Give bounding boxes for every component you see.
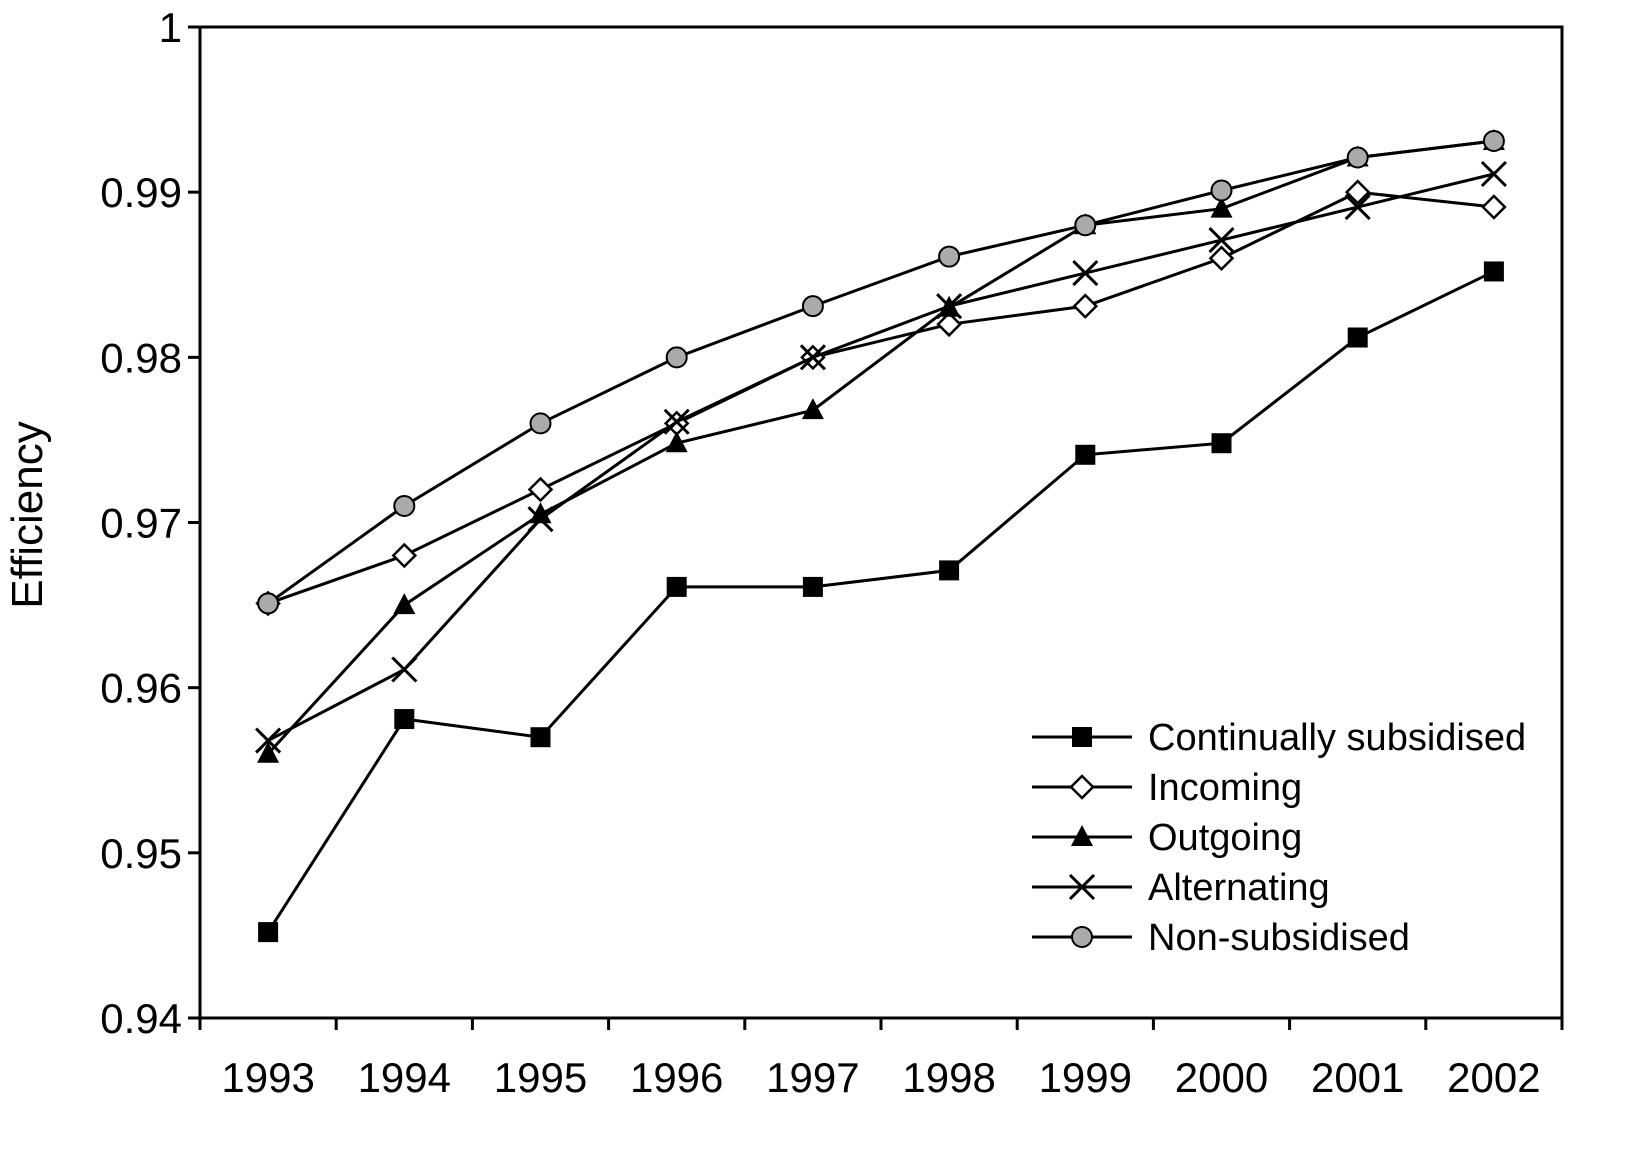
data-point-incoming [1344, 179, 1371, 205]
x-tick-label: 1994 [358, 1054, 451, 1101]
series-incoming [255, 179, 1507, 617]
legend-entry-continually-subsidised: Continually subsidised [1032, 717, 1526, 759]
series-alternating [255, 160, 1507, 754]
series-layer [255, 128, 1507, 943]
data-point-non-subsidised [665, 346, 688, 369]
legend-entry-non-subsidised: Non-subsidised [1032, 917, 1410, 959]
data-point-alternating [1208, 227, 1235, 254]
data-point-continually-subsidised [666, 576, 687, 597]
series-line-non-subsidised [267, 139, 1495, 605]
data-point-alternating [391, 656, 418, 683]
x-axis: 1993 1994 1995 1996 1997 1998 1999 2000 2001 2002 [198, 1018, 1564, 1101]
series-outgoing [257, 128, 1505, 763]
legend-marker-alternating [1068, 873, 1096, 901]
data-point-outgoing [1210, 196, 1233, 218]
series-continually-subsidised [258, 261, 1504, 943]
plot-frame [198, 25, 1564, 1020]
y-tick-label: 0.97 [100, 500, 182, 547]
data-point-incoming [1208, 245, 1235, 272]
y-tick-label: 0.94 [100, 995, 182, 1042]
data-point-non-subsidised [529, 412, 552, 435]
legend-marker-non-subsidised [1071, 926, 1093, 948]
data-point-alternating [1072, 260, 1099, 287]
data-point-alternating [1480, 160, 1507, 188]
data-point-outgoing [257, 741, 280, 763]
data-point-alternating [1344, 193, 1371, 221]
series-non-subsidised [257, 129, 1505, 615]
x-tick-label: 1999 [1039, 1054, 1132, 1101]
legend-marker-incoming [1069, 774, 1095, 800]
data-point-outgoing [801, 398, 824, 420]
x-tick-label: 1993 [221, 1054, 314, 1101]
data-point-outgoing [665, 431, 688, 453]
legend-marker-continually-subsidised [1072, 727, 1092, 747]
y-tick-label: 0.96 [100, 665, 182, 712]
data-point-continually-subsidised [258, 922, 279, 943]
data-point-non-subsidised [1482, 129, 1505, 152]
data-point-non-subsidised [1210, 179, 1233, 202]
series-line-continually-subsidised [266, 270, 1495, 933]
x-tick-label: 1997 [766, 1054, 859, 1101]
data-point-incoming [1072, 293, 1099, 319]
data-point-outgoing [529, 502, 552, 524]
legend-label: Continually subsidised [1148, 717, 1526, 759]
data-point-incoming [527, 476, 554, 503]
y-tick-label: 1 [159, 4, 182, 51]
y-tick-label: 0.95 [100, 830, 182, 877]
series-line-incoming [267, 190, 1495, 605]
data-point-alternating [663, 408, 690, 435]
legend: Continually subsidised Incoming Outgoing Al… [1032, 717, 1526, 959]
data-point-continually-subsidised [1075, 444, 1096, 465]
legend-entry-outgoing: Outgoing [1032, 817, 1302, 859]
legend-entry-incoming: Incoming [1032, 767, 1302, 809]
x-tick-label: 1996 [630, 1054, 723, 1101]
data-point-continually-subsidised [394, 709, 415, 730]
legend-label: Alternating [1148, 867, 1330, 909]
x-tick-label: 2000 [1175, 1054, 1268, 1101]
data-point-non-subsidised [1346, 146, 1369, 169]
data-point-continually-subsidised [939, 560, 960, 581]
data-point-alternating [255, 727, 282, 754]
data-point-non-subsidised [393, 494, 416, 517]
x-tick-label: 2001 [1311, 1054, 1404, 1101]
data-point-non-subsidised [938, 245, 961, 268]
legend-label: Outgoing [1148, 817, 1302, 859]
x-tick-label: 1998 [902, 1054, 995, 1101]
data-point-incoming [391, 542, 418, 569]
data-point-alternating [527, 506, 554, 533]
data-point-non-subsidised [801, 295, 824, 318]
legend-label: Non-subsidised [1148, 917, 1410, 959]
data-point-incoming [936, 311, 962, 338]
data-point-continually-subsidised [1211, 433, 1232, 454]
data-point-incoming [1481, 194, 1507, 220]
y-axis: 0.94 0.95 0.96 0.97 0.98 0.99 1 [100, 4, 200, 1042]
y-axis-title: Efficiency [3, 421, 52, 609]
data-point-alternating [936, 293, 963, 320]
y-tick-label: 0.99 [100, 169, 182, 216]
data-point-continually-subsidised [530, 727, 551, 748]
data-point-alternating [799, 344, 826, 371]
legend-marker-outgoing [1071, 825, 1093, 846]
x-tick-label: 1995 [494, 1054, 587, 1101]
x-tick-label: 2002 [1447, 1054, 1540, 1101]
series-line-alternating [267, 172, 1495, 742]
data-point-non-subsidised [1074, 214, 1097, 237]
legend-entry-alternating: Alternating [1032, 867, 1330, 909]
legend-label: Incoming [1148, 767, 1302, 809]
data-point-continually-subsidised [1347, 327, 1368, 348]
data-point-outgoing [393, 593, 416, 615]
data-point-non-subsidised [257, 592, 280, 615]
data-point-continually-subsidised [802, 576, 823, 597]
y-tick-label: 0.98 [100, 334, 182, 381]
series-line-outgoing [266, 139, 1495, 755]
data-point-continually-subsidised [1483, 261, 1504, 282]
